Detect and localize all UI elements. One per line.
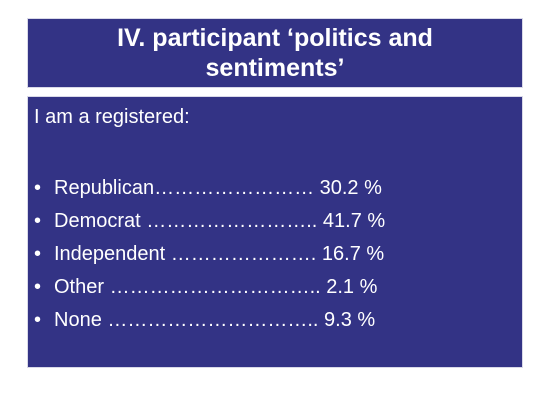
bullet-icon: • <box>34 276 42 298</box>
list-item-text: Independent …………………. 16.7 % <box>54 243 385 265</box>
slide-title: IV. participant ‘politics and sentiments… <box>117 24 433 82</box>
bullet-icon: • <box>34 177 42 199</box>
bullet-icon: • <box>34 243 42 265</box>
content-panel: I am a registered: • Republican…………………… … <box>27 96 523 368</box>
list-item-text: Republican…………………… 30.2 % <box>54 177 382 199</box>
intro-text: I am a registered: <box>34 106 190 128</box>
bullet-icon: • <box>34 210 42 232</box>
title-panel: IV. participant ‘politics and sentiments… <box>27 18 523 88</box>
list-item-text: Democrat …………………….. 41.7 % <box>54 210 386 232</box>
list-item-text: Other ………………………….. 2.1 % <box>54 276 378 298</box>
bullet-icon: • <box>34 309 42 331</box>
list-item-text: None ………………………….. 9.3 % <box>54 309 376 331</box>
